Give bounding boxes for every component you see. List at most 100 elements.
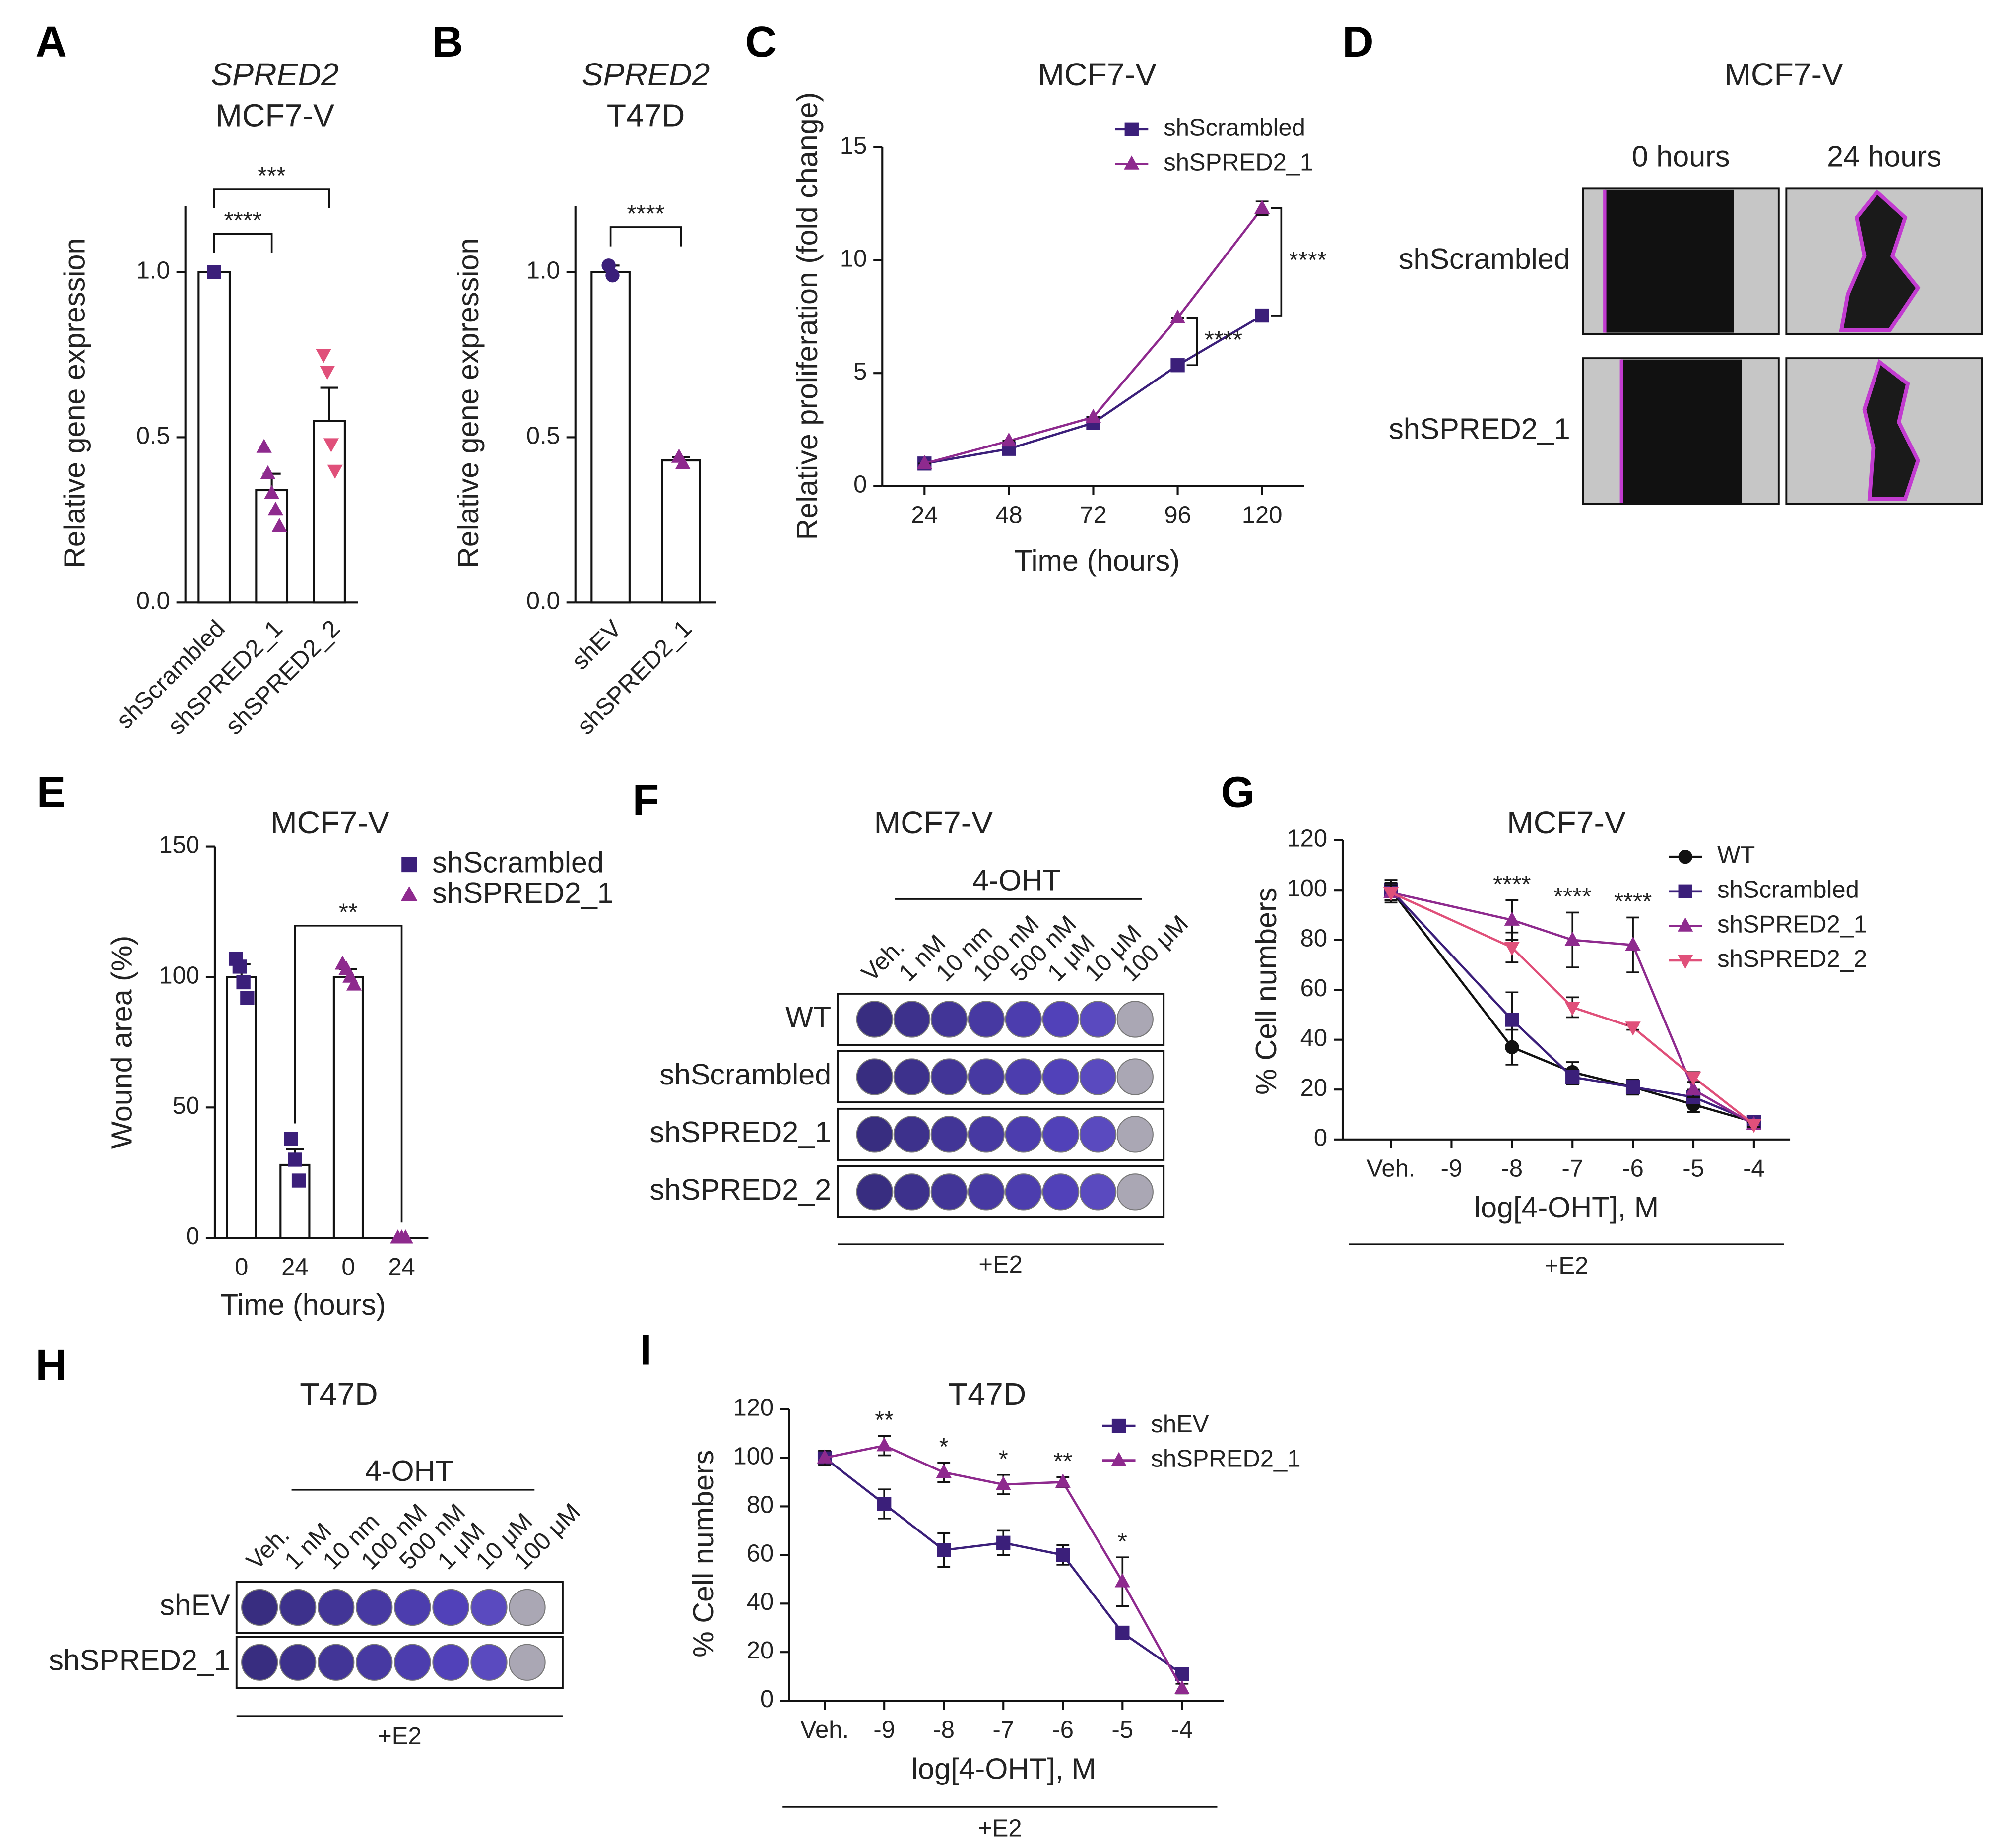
panel-title: MCF7-V	[874, 805, 993, 840]
marker	[996, 1535, 1011, 1550]
marker	[284, 1132, 298, 1146]
well	[356, 1644, 393, 1681]
x-tick-label: -6	[1622, 1155, 1644, 1182]
marker	[995, 1476, 1011, 1490]
chart-title: SPRED2	[582, 57, 710, 92]
marker	[675, 455, 691, 470]
chart-title: MCF7-V	[270, 805, 389, 840]
x-tick-label: -8	[933, 1717, 955, 1743]
x-tick-label: -4	[1743, 1155, 1765, 1182]
footnote: +E2	[978, 1815, 1022, 1842]
significance-label: ****	[1614, 889, 1652, 915]
y-tick-label: 80	[747, 1491, 774, 1518]
marker	[240, 991, 255, 1005]
well	[241, 1644, 278, 1681]
footnote: +E2	[1545, 1252, 1588, 1279]
x-tick-label: 48	[995, 502, 1022, 529]
row-label: shSPRED2_1	[649, 1115, 831, 1148]
x-tick-label: Veh.	[1367, 1155, 1416, 1182]
panel-letter: E	[37, 768, 65, 817]
significance-label: ****	[224, 207, 262, 234]
x-tick-label: -6	[1052, 1717, 1074, 1743]
panel-letter: H	[35, 1340, 66, 1389]
bar	[661, 459, 701, 604]
x-tick-label: -9	[873, 1717, 895, 1743]
significance-label: ***	[258, 163, 286, 190]
well	[509, 1644, 546, 1681]
marker	[1111, 1452, 1127, 1466]
y-axis-label: % Cell numbers	[1249, 888, 1283, 1095]
x-axis-label: log[4-OHT], M	[1474, 1191, 1659, 1224]
marker	[1565, 1070, 1580, 1084]
x-tick-label: -5	[1682, 1155, 1704, 1182]
marker	[232, 959, 247, 974]
series-line	[1390, 889, 1754, 1123]
panel-letter: A	[35, 17, 66, 66]
well	[470, 1589, 508, 1626]
well	[394, 1589, 431, 1626]
marker	[323, 438, 339, 452]
marker	[291, 1173, 306, 1188]
well	[1005, 1173, 1042, 1211]
marker	[1505, 1013, 1519, 1027]
well	[470, 1644, 508, 1681]
y-axis-label: Wound area (%)	[105, 936, 138, 1149]
bar	[197, 271, 231, 604]
chart-subtitle: MCF7-V	[215, 98, 334, 133]
chart-title: MCF7-V	[1507, 805, 1626, 840]
marker	[1124, 155, 1140, 170]
y-tick-label: 0	[1314, 1125, 1327, 1151]
marker	[401, 857, 417, 873]
chart-title: T47D	[948, 1376, 1027, 1412]
y-tick-label: 100	[159, 962, 199, 989]
y-tick-label: 100	[1287, 875, 1327, 902]
column-label: 24 hours	[1827, 140, 1941, 173]
significance-bracket	[1186, 317, 1198, 367]
marker	[264, 485, 280, 499]
y-tick-label: 0	[853, 471, 867, 498]
x-tick-label: -7	[992, 1717, 1014, 1743]
x-tick-label: 24	[281, 1254, 308, 1280]
row-label: shSPRED2_1	[49, 1643, 230, 1676]
well	[1005, 1058, 1042, 1095]
marker	[1115, 1625, 1130, 1640]
row-label: shSPRED2_2	[649, 1173, 831, 1206]
y-axis-label: Relative gene expression	[452, 238, 485, 568]
panel-letter: C	[745, 17, 776, 66]
panel-letter: F	[633, 775, 659, 824]
well	[930, 1058, 968, 1095]
marker	[1625, 1021, 1641, 1036]
significance-bracket	[609, 226, 682, 247]
y-tick-label: 15	[840, 132, 867, 159]
marker	[327, 464, 343, 479]
x-tick-label: -9	[1441, 1155, 1463, 1182]
marker	[936, 1464, 952, 1478]
significance-label: *	[1118, 1529, 1127, 1555]
y-axis-label: Relative proliferation (fold change)	[790, 92, 824, 540]
y-tick-label: 0.0	[526, 587, 560, 614]
marker	[236, 975, 251, 990]
marker	[1174, 1680, 1190, 1694]
series-line	[1391, 891, 1755, 1126]
significance-label: *	[939, 1434, 949, 1461]
well	[1116, 1173, 1154, 1211]
marker	[817, 1449, 833, 1464]
y-tick-label: 0.5	[526, 422, 560, 449]
x-tick-label: 72	[1080, 502, 1106, 529]
marker	[1085, 408, 1101, 423]
y-axis-label: Relative gene expression	[58, 238, 91, 568]
y-axis-label: % Cell numbers	[687, 1450, 720, 1657]
well	[432, 1589, 469, 1626]
well	[1042, 1058, 1079, 1095]
significance-label: *	[999, 1446, 1008, 1472]
significance-label: **	[1053, 1448, 1072, 1475]
y-tick-label: 100	[733, 1443, 774, 1469]
x-tick-label: 0	[341, 1254, 355, 1280]
y-tick-label: 0.0	[136, 587, 170, 614]
marker	[320, 365, 335, 380]
y-tick-label: 40	[1300, 1025, 1327, 1052]
wound-gap	[1839, 189, 1921, 332]
marker	[1169, 309, 1186, 323]
x-tick-label: -8	[1501, 1155, 1523, 1182]
y-tick-label: 40	[747, 1589, 774, 1615]
